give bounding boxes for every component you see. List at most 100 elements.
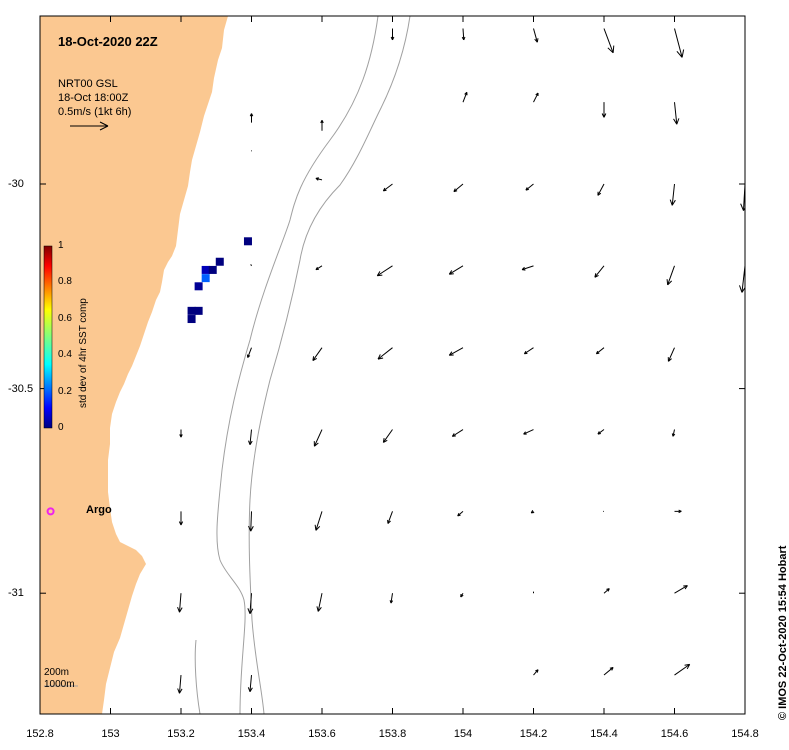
current-vector xyxy=(390,28,395,41)
current-vector xyxy=(601,102,607,118)
current-vector xyxy=(178,511,184,526)
current-vector xyxy=(669,183,676,206)
sst-cell xyxy=(187,315,196,324)
current-vector xyxy=(320,119,324,131)
colorbar-tick-label: 0.4 xyxy=(58,349,72,361)
axis-ticks xyxy=(39,16,746,714)
x-tick-label: 154 xyxy=(453,728,473,740)
current-vector xyxy=(312,347,323,362)
x-tick-label: 153.4 xyxy=(237,728,266,740)
x-tick-label: 153 xyxy=(101,728,120,740)
current-vector xyxy=(666,265,675,286)
source-line-2: 18-Oct 18:00Z xyxy=(58,92,129,104)
current-vector xyxy=(603,666,614,676)
contour-1000m xyxy=(248,16,411,714)
current-vector xyxy=(460,592,464,598)
sst-cell xyxy=(194,306,203,315)
current-vector xyxy=(248,511,254,532)
current-vector xyxy=(533,92,539,103)
y-tick-label: -31 xyxy=(8,587,24,600)
colorbar xyxy=(43,245,53,429)
x-tick-label: 153.2 xyxy=(167,728,195,740)
current-vector xyxy=(376,265,393,277)
colorbar-title: std dev of 4hr SST comp xyxy=(78,298,89,408)
colorbar-tick-label: 0.8 xyxy=(58,276,72,288)
sst-cell xyxy=(187,306,196,315)
current-vector xyxy=(671,429,676,437)
current-vector xyxy=(523,347,534,355)
sst-cell xyxy=(215,257,224,266)
sst-cell xyxy=(208,265,217,274)
y-tick-label: -30.5 xyxy=(8,382,34,395)
current-vector xyxy=(248,429,253,445)
colorbar-tick-label: 0 xyxy=(58,422,64,433)
credit-text: © IMOS 22-Oct-2020 15:54 Hobart xyxy=(777,545,789,720)
current-vector xyxy=(597,183,605,196)
current-vector xyxy=(533,669,539,676)
source-line-3: 0.5m/s (1kt 6h) xyxy=(58,106,132,118)
current-vector xyxy=(315,265,323,271)
x-tick-label: 152.8 xyxy=(26,728,54,740)
sst-cell xyxy=(201,274,210,283)
source-line-1: NRT00 GSL xyxy=(58,78,118,90)
current-vector xyxy=(523,429,534,435)
current-vector xyxy=(740,183,745,211)
current-vector xyxy=(603,28,615,54)
land-mass xyxy=(40,16,228,714)
current-vector xyxy=(457,510,464,517)
current-vector xyxy=(453,183,464,193)
current-vector xyxy=(315,177,323,181)
sst-cell xyxy=(201,265,210,274)
current-vector xyxy=(179,429,183,438)
current-vector xyxy=(387,511,393,524)
colorbar-tick-label: 1 xyxy=(58,240,64,251)
map-title: 18-Oct-2020 22Z xyxy=(58,34,158,49)
source-info: NRT00 GSL 18-Oct 18:00Z 0.5m/s (1kt 6h) xyxy=(58,77,131,119)
colorbar-tick-label: 0.6 xyxy=(58,312,72,324)
colorbar-tick-label: 0.2 xyxy=(58,385,72,397)
current-vector xyxy=(177,593,183,613)
sst-cell xyxy=(194,282,203,291)
current-vector xyxy=(249,113,254,123)
current-vector xyxy=(603,588,610,594)
current-vector xyxy=(533,28,539,43)
current-vector xyxy=(597,429,605,435)
current-vector xyxy=(246,347,252,358)
current-vector xyxy=(382,183,393,192)
depth-legend-1000m: 1000m xyxy=(44,679,75,690)
current-vector xyxy=(247,593,254,614)
current-vector xyxy=(674,509,682,514)
current-vector xyxy=(739,265,745,293)
current-vector xyxy=(674,28,685,58)
current-vector xyxy=(674,663,691,676)
contour-200m-south xyxy=(194,639,201,714)
current-vector xyxy=(595,347,605,355)
sst-cell xyxy=(243,237,252,246)
current-vector xyxy=(250,264,252,267)
x-tick-label: 153.8 xyxy=(378,728,407,740)
current-vector xyxy=(461,28,466,41)
current-vector xyxy=(673,102,680,125)
x-tick-label: 154.2 xyxy=(519,728,548,740)
current-vector xyxy=(316,593,323,612)
depth-legend: 200m 1000m xyxy=(44,667,75,691)
current-vector xyxy=(462,91,468,103)
current-vector xyxy=(377,347,393,360)
current-vector xyxy=(667,347,675,362)
current-vector xyxy=(451,429,464,437)
scale-arrow xyxy=(70,121,109,131)
x-tick-label: 153.6 xyxy=(308,728,336,740)
current-vector xyxy=(525,183,534,191)
current-vector xyxy=(448,347,464,356)
depth-legend-200m: 200m xyxy=(44,667,70,678)
contour-200m xyxy=(216,16,379,714)
current-vector xyxy=(247,674,253,693)
x-tick-label: 154.6 xyxy=(660,728,689,740)
current-vector xyxy=(389,593,394,604)
current-vector xyxy=(313,429,323,447)
x-tick-label: 154.4 xyxy=(590,728,618,740)
argo-marker xyxy=(46,507,55,516)
current-vector xyxy=(382,429,393,443)
current-vector xyxy=(448,265,464,275)
